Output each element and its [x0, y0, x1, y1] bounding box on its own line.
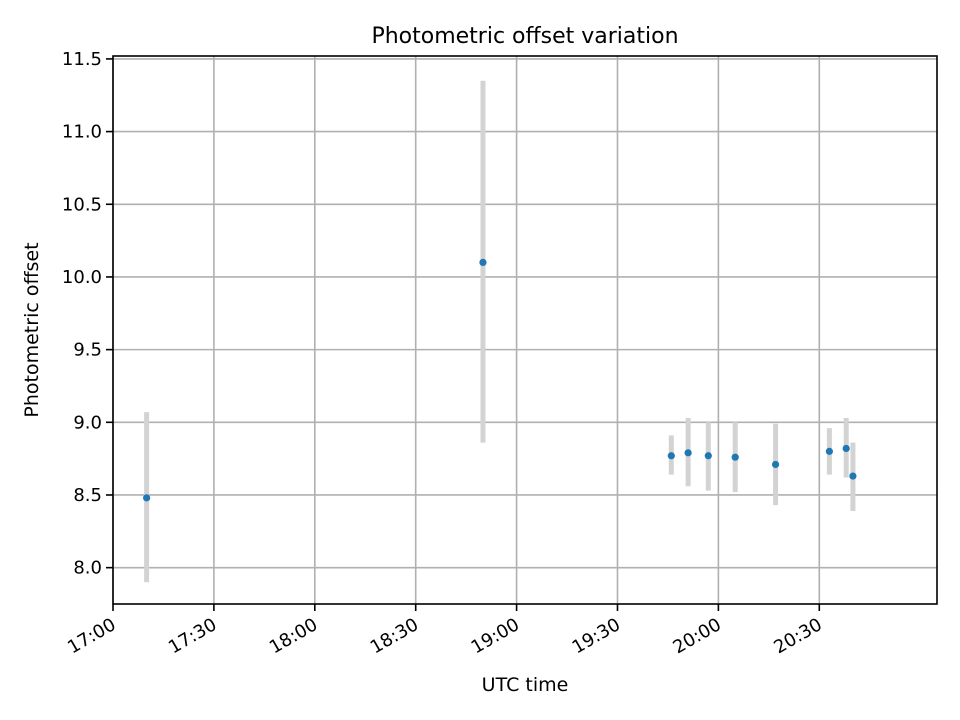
y-tick-label: 11.5 — [62, 49, 102, 70]
y-tick-label: 10.0 — [62, 267, 102, 288]
y-tick-label: 11.0 — [62, 122, 102, 143]
data-point — [684, 449, 692, 457]
x-axis-label: UTC time — [482, 674, 569, 696]
data-point — [825, 447, 833, 455]
data-point — [479, 258, 487, 267]
plot-frame — [112, 55, 938, 605]
data-point — [143, 494, 151, 502]
data-point — [704, 452, 712, 460]
y-axis-label: Photometric offset — [21, 242, 43, 417]
chart-title: Photometric offset variation — [371, 24, 678, 49]
point-layer — [143, 258, 857, 502]
y-tick-label: 8.0 — [73, 558, 102, 579]
data-point — [849, 472, 857, 480]
data-point — [667, 452, 675, 460]
data-point — [731, 453, 739, 461]
y-tick-label: 9.0 — [73, 412, 102, 433]
y-tick-label: 8.5 — [73, 485, 102, 506]
data-point — [842, 444, 850, 453]
y-tick-label: 9.5 — [73, 340, 102, 361]
y-tick-label: 10.5 — [62, 194, 102, 215]
data-point — [771, 460, 780, 469]
grid-layer — [112, 56, 937, 604]
